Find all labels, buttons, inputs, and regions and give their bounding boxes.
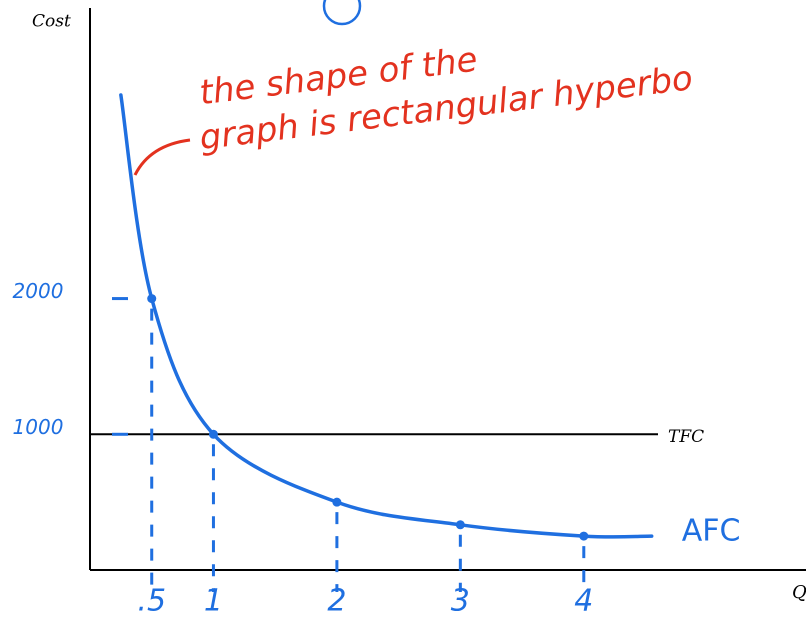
y-tick-label: 1000 [13,415,64,439]
scribble [324,0,360,24]
afc-point [579,532,588,541]
afc-curve [121,95,652,537]
annotation-pointer [135,140,190,175]
series-label: AFC [682,514,741,549]
y-tick-label: 2000 [13,279,64,303]
y-axis-label: Cost [32,12,71,32]
x-tick-label: .5 [137,584,166,619]
afc-point [332,498,341,507]
afc-point [456,520,465,529]
afc-point [209,430,218,439]
afc-point [147,294,156,303]
x-axis-label: Q [792,582,806,603]
x-tick-label: 4 [574,584,593,619]
chart: Cost Q the shape of thegraph is rectangu… [0,0,806,637]
tfc-label: TFC [668,427,704,447]
page: Cost Q the shape of thegraph is rectangu… [0,0,806,637]
